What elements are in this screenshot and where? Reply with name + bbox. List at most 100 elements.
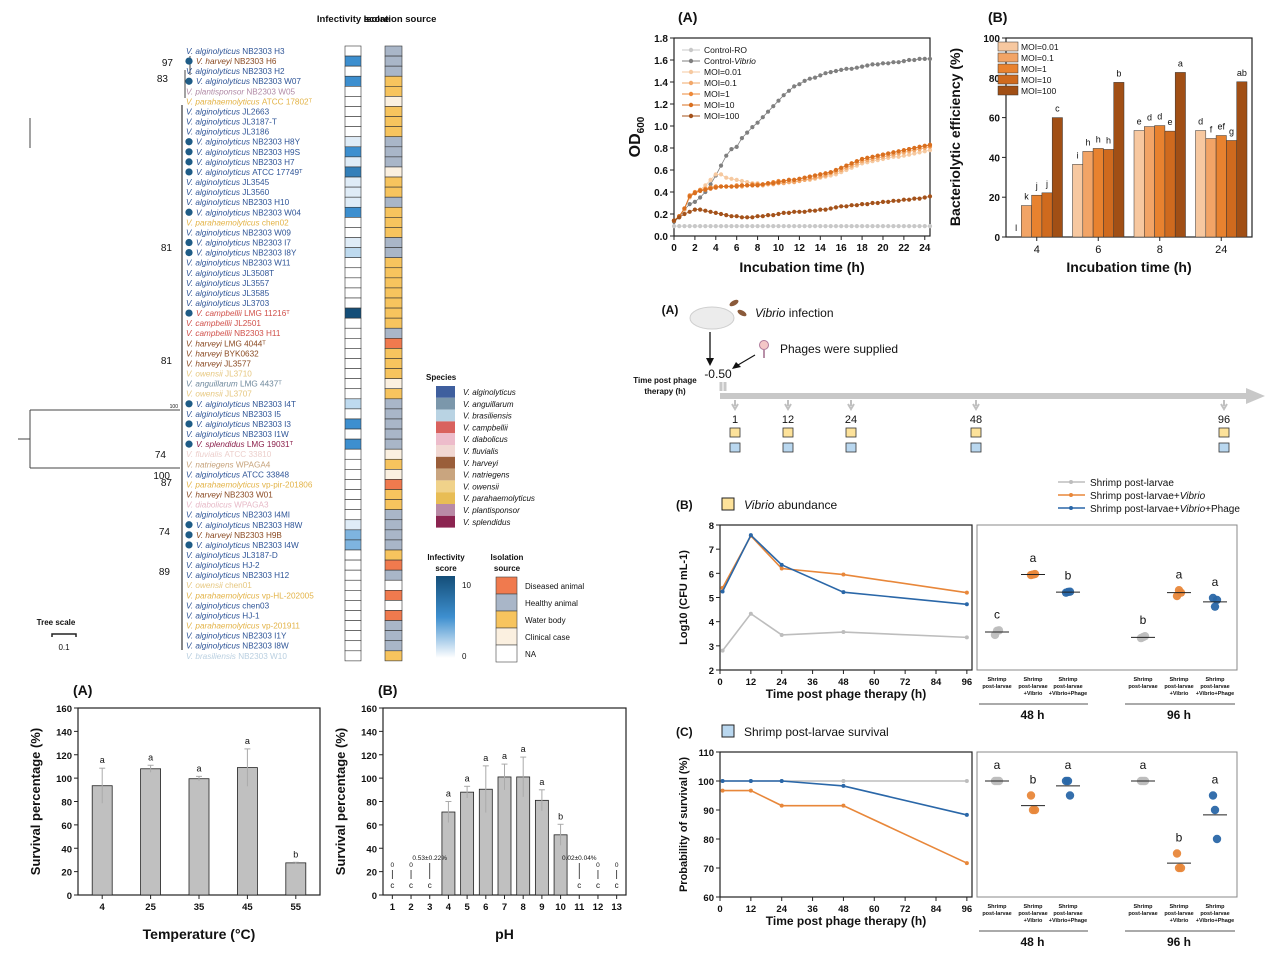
data-point <box>964 812 969 817</box>
source-legend-swatch <box>495 576 518 595</box>
data-point <box>922 143 927 148</box>
infectivity-cell <box>344 136 362 148</box>
data-point <box>812 173 818 178</box>
species-legend-label: V. anguillarum <box>463 400 514 409</box>
significance-letter: a <box>446 789 451 799</box>
data-point <box>750 125 755 130</box>
panel-label: (B) <box>988 9 1007 25</box>
data-point <box>964 635 969 640</box>
data-point <box>792 209 797 214</box>
time-group-label: 48 h <box>1020 708 1044 722</box>
data-point <box>859 224 865 229</box>
y-tick-label: 0 <box>372 891 377 902</box>
sample-arrow <box>731 400 739 411</box>
y-tick-label: 4 <box>709 618 715 629</box>
y-tick-label: 120 <box>361 751 377 762</box>
data-point <box>823 171 828 176</box>
x-tick-label: 36 <box>807 677 818 688</box>
group-label: post-larvae <box>1200 911 1229 917</box>
y-tick-label: 1.6 <box>654 56 668 67</box>
data-point <box>718 184 724 189</box>
data-point <box>828 170 833 175</box>
data-point <box>698 195 703 200</box>
bootstrap-value: 81 <box>161 243 173 254</box>
data-point <box>886 199 891 204</box>
data-point <box>739 215 745 220</box>
y-tick-label: 60 <box>61 821 72 832</box>
significance-letter: c <box>577 881 581 890</box>
x-axis-title: Time post phage therapy (h) <box>766 687 926 701</box>
data-point <box>779 803 784 808</box>
data-point <box>812 75 818 80</box>
data-point <box>849 161 854 166</box>
species-legend-swatch <box>436 421 455 434</box>
isolation-cell <box>384 156 403 168</box>
data-point <box>828 70 833 75</box>
data-point <box>841 572 846 577</box>
x-tick-label: 8 <box>521 902 526 913</box>
data-point <box>917 56 922 62</box>
group-label: Shrimp <box>1134 677 1154 683</box>
data-point <box>823 224 828 229</box>
panel-label: (A) <box>678 9 697 25</box>
value-annotation: 0.02±0.04% <box>562 855 597 862</box>
data-point <box>886 61 891 66</box>
data-point <box>724 153 729 158</box>
abundance-marker <box>782 427 794 438</box>
y-tick-label: 80 <box>989 74 1001 85</box>
group-label: Shrimp <box>1170 904 1190 910</box>
y-tick-label: 60 <box>989 114 1001 125</box>
data-point <box>745 215 750 220</box>
dot-point <box>1172 849 1182 858</box>
bar <box>1072 164 1084 238</box>
significance-letter: a <box>1065 758 1072 772</box>
species-legend-swatch <box>436 445 455 457</box>
infectivity-cell <box>344 196 362 208</box>
significance-letter: h <box>1096 134 1101 144</box>
data-point <box>776 98 781 103</box>
y-tick-label: 1.4 <box>654 78 668 89</box>
isolation-cell <box>384 196 403 208</box>
strain-label: V. alginolyticus NB2303 I4T <box>196 400 296 409</box>
strain-label: V. alginolyticus NB2303 H8W <box>196 521 303 530</box>
y-tick-label: 0 <box>994 233 1000 244</box>
data-point <box>875 153 880 158</box>
significance-letter: a <box>1212 773 1219 787</box>
strain-label: V. alginolyticus JL3703 <box>186 299 270 308</box>
data-point <box>687 224 692 229</box>
strain-label: V. anguillarum LMG 4437ᵀ <box>186 380 282 389</box>
bar <box>188 778 210 896</box>
strain-marker-dot <box>185 249 193 257</box>
data-point <box>917 224 922 229</box>
data-point <box>729 184 734 189</box>
data-point <box>692 199 697 204</box>
dot-point <box>1063 776 1073 786</box>
group-label: Shrimp <box>1059 677 1079 683</box>
isolation-cell <box>384 96 403 107</box>
infectivity-cell <box>344 307 362 319</box>
tree-scale-bar <box>51 633 77 637</box>
sample-arrow <box>847 400 855 411</box>
species-legend-swatch <box>436 386 455 398</box>
data-point <box>859 156 865 162</box>
data-point <box>818 224 823 229</box>
bootstrap-value: 89 <box>159 567 171 578</box>
data-point <box>760 224 765 229</box>
isolation-cell <box>384 539 403 551</box>
data-point <box>677 224 682 229</box>
infectivity-cell <box>344 186 362 198</box>
legend-swatch <box>997 63 1019 74</box>
data-point <box>792 84 797 89</box>
infectivity-cell <box>344 469 362 480</box>
legend-swatch <box>997 85 1019 96</box>
legend-label: MOI=100 <box>704 111 739 121</box>
group-label: post-larvae <box>982 911 1011 917</box>
data-point <box>703 187 708 192</box>
strain-marker-dot <box>185 309 193 317</box>
data-point <box>724 184 729 189</box>
species-legend-swatch <box>436 409 455 422</box>
group-label: post-larvae <box>1053 911 1082 917</box>
data-point <box>841 803 846 808</box>
infectivity-cell <box>344 338 362 349</box>
x-tick-label: 96 <box>962 677 973 688</box>
